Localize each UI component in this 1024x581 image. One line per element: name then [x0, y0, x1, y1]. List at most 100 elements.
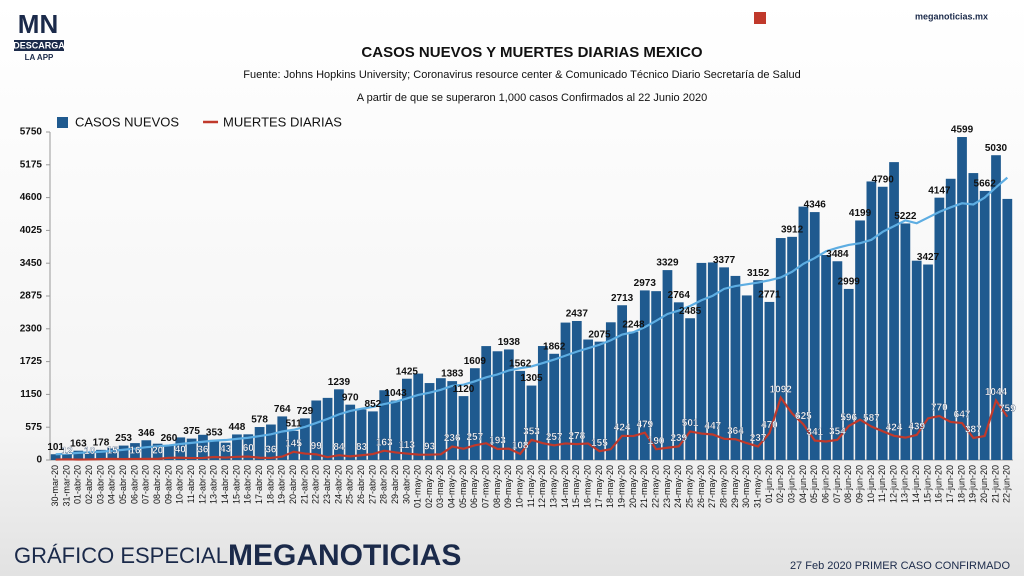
bar-label: 3427 — [917, 252, 940, 263]
bar-label: 2764 — [668, 290, 691, 301]
footer-left: GRÁFICO ESPECIAL — [14, 543, 228, 568]
flag-icon — [754, 12, 766, 24]
bar — [141, 440, 152, 460]
point-label: 16 — [129, 446, 141, 457]
x-tick-label: 09-abr-20 — [163, 465, 173, 504]
bar — [900, 223, 911, 460]
x-tick-label: 08-jun-20 — [843, 465, 853, 503]
bar-label: 2075 — [588, 329, 611, 340]
bar-label: 2973 — [634, 278, 657, 289]
point-label: 424 — [886, 422, 903, 433]
x-tick-label: 13-jun-20 — [900, 465, 910, 503]
bar-label: 4199 — [849, 208, 872, 219]
footer-right: 27 Feb 2020 PRIMER CASO CONFIRMADO — [790, 560, 1011, 572]
x-tick-label: 19-jun-20 — [968, 465, 978, 503]
bar — [991, 155, 1001, 461]
bar — [334, 389, 344, 460]
bar — [685, 318, 695, 460]
x-tick-label: 09-may-20 — [503, 465, 513, 508]
y-tick-label: 5750 — [20, 127, 43, 138]
point-label: 587 — [863, 413, 880, 424]
bar — [832, 261, 843, 460]
x-tick-label: 18-jun-20 — [956, 465, 966, 503]
bar — [96, 449, 106, 460]
bar-label: 1383 — [441, 369, 464, 380]
point-label: 1044 — [985, 387, 1008, 398]
bar — [50, 454, 61, 460]
x-tick-label: 06-may-20 — [469, 465, 479, 508]
bar — [594, 341, 605, 460]
bar-label: 4790 — [872, 174, 895, 185]
bar — [368, 411, 378, 460]
footer-brand: MEGANOTICIAS — [228, 539, 461, 572]
x-tick-label: 10-abr-20 — [175, 465, 185, 504]
point-label: 60 — [243, 443, 255, 454]
bar — [152, 443, 163, 460]
bar — [175, 437, 186, 460]
x-tick-label: 22-abr-20 — [311, 465, 321, 504]
legend-label: MUERTES DIARIAS — [223, 114, 342, 129]
point-label: 364 — [727, 426, 744, 437]
x-tick-label: 03-abr-20 — [95, 465, 105, 504]
site: meganoticias.mx — [915, 11, 988, 21]
x-tick-label: 18-may-20 — [605, 465, 615, 508]
x-tick-label: 05-abr-20 — [118, 465, 128, 504]
x-tick-label: 04-jun-20 — [798, 465, 808, 503]
point-label: 108 — [512, 440, 529, 451]
logo: MN — [18, 9, 58, 39]
x-tick-label: 30-may-20 — [741, 465, 751, 508]
x-tick-label: 04-may-20 — [447, 465, 457, 508]
x-tick-label: 14-may-20 — [560, 465, 570, 508]
bar-label: 729 — [297, 406, 314, 417]
y-tick-label: 1725 — [20, 356, 43, 367]
y-tick-label: 0 — [36, 455, 42, 466]
bar-label: 3152 — [747, 268, 770, 279]
note: A partir de que se superaron 1,000 casos… — [357, 92, 707, 104]
x-tick-label: 11-abr-20 — [186, 465, 196, 503]
point-label: 387 — [965, 425, 982, 436]
bar-label: 5662 — [974, 179, 997, 190]
bar-label: 1938 — [498, 337, 521, 348]
bar-label: 101 — [47, 442, 64, 453]
y-tick-label: 4600 — [20, 192, 43, 203]
x-tick-label: 01-may-20 — [413, 465, 423, 508]
bar — [764, 301, 775, 460]
bar-label: 1562 — [509, 359, 532, 370]
line — [55, 176, 1009, 456]
x-tick-label: 05-may-20 — [458, 465, 468, 508]
bar — [469, 368, 480, 460]
bar — [651, 291, 661, 460]
bar-label: 3484 — [826, 249, 849, 260]
bar-label: 2713 — [611, 293, 634, 304]
legend-label: CASOS NUEVOS — [75, 114, 179, 129]
bar — [719, 267, 729, 460]
point-label: 470 — [761, 420, 778, 431]
bar — [345, 404, 356, 460]
bar — [866, 181, 877, 460]
bar — [560, 322, 571, 460]
bar — [447, 381, 458, 460]
x-tick-label: 08-may-20 — [492, 465, 502, 508]
bar — [515, 370, 526, 460]
x-tick-label: 16-jun-20 — [934, 465, 944, 503]
bar — [390, 400, 401, 460]
x-tick-label: 20-may-20 — [628, 465, 638, 508]
bar-label: 1425 — [396, 366, 419, 377]
x-tick-label: 21-may-20 — [639, 465, 649, 508]
bar — [198, 434, 208, 460]
y-tick-label: 575 — [25, 422, 42, 433]
bar — [266, 424, 276, 460]
subtitle: Fuente: Johns Hopkins University; Corona… — [243, 69, 800, 81]
x-tick-label: 28-may-20 — [718, 465, 728, 508]
x-tick-label: 28-abr-20 — [379, 465, 389, 504]
bar — [753, 280, 763, 460]
bar — [254, 427, 265, 460]
point-label: 341 — [806, 427, 823, 438]
y-tick-label: 2875 — [20, 291, 43, 302]
x-tick-label: 13-may-20 — [549, 465, 559, 508]
x-tick-label: 11-jun-20 — [877, 465, 887, 502]
x-tick-label: 30-abr-20 — [401, 465, 411, 504]
x-tick-label: 24-abr-20 — [333, 465, 343, 504]
x-tick-label: 22-may-20 — [650, 465, 660, 508]
x-tick-label: 09-jun-20 — [854, 465, 864, 503]
